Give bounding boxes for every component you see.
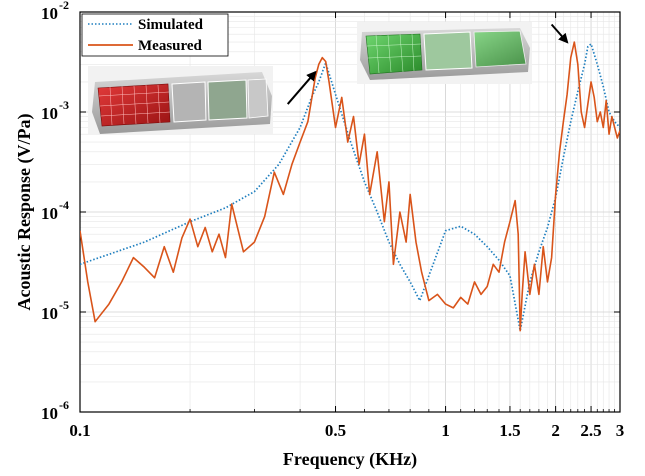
- y-tick-label: 10: [41, 304, 58, 323]
- x-tick-label: 1: [441, 421, 450, 440]
- legend-box: [81, 13, 229, 57]
- annotation-arrow: [550, 23, 569, 44]
- annotation-arrows: [286, 23, 569, 105]
- y-axis-title: Acoustic Response (V/Pa): [14, 114, 35, 311]
- y-tick-label: 10: [41, 104, 58, 123]
- y-tick-exponent: -5: [59, 298, 69, 312]
- series-group: [80, 41, 620, 332]
- x-tick-labels: 0.1 0.5 1 1.5 2 2.5 3: [69, 421, 624, 440]
- inset-image-red: [88, 66, 273, 134]
- x-tick-label: 2: [551, 421, 560, 440]
- y-tick-exponent: -2: [59, 0, 69, 12]
- legend-label-simulated: Simulated: [138, 17, 204, 33]
- legend-label-measured: Measured: [138, 38, 203, 54]
- series-line-measured: [80, 41, 620, 332]
- legend: Simulated Measured: [81, 13, 229, 57]
- y-tick-exponent: -3: [59, 98, 69, 112]
- inset-image-green: [357, 22, 532, 84]
- y-tick-label: 10: [41, 404, 58, 423]
- x-tick-label: 1.5: [499, 421, 520, 440]
- y-tick-exponent: -6: [59, 398, 69, 412]
- x-tick-label: 2.5: [580, 421, 601, 440]
- annotation-arrow: [286, 70, 317, 105]
- x-tick-label: 0.1: [69, 421, 90, 440]
- x-axis-title: Frequency (KHz): [283, 449, 417, 470]
- y-tick-label: 10: [41, 4, 58, 23]
- y-tick-label: 10: [41, 204, 58, 223]
- x-tick-label: 3: [616, 421, 625, 440]
- axis-ticks: [79, 11, 621, 413]
- x-tick-label: 0.5: [325, 421, 346, 440]
- y-tick-labels: 10-610-510-410-310-2: [41, 0, 69, 423]
- y-tick-exponent: -4: [59, 198, 69, 212]
